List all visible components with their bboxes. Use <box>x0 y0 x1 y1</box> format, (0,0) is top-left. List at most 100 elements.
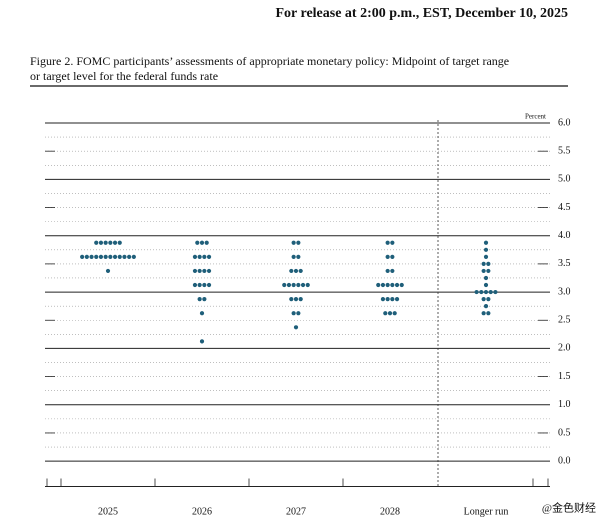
dot <box>127 254 132 259</box>
dot <box>483 240 489 245</box>
dot <box>117 254 122 259</box>
dot <box>289 268 294 274</box>
dot <box>483 289 489 295</box>
dot <box>206 254 212 259</box>
dot <box>291 311 296 316</box>
dot <box>390 282 395 288</box>
dot <box>206 282 212 288</box>
dot <box>98 254 104 259</box>
dot <box>192 282 198 288</box>
y-tick-label: 3.0 <box>558 286 571 297</box>
dot <box>122 254 127 259</box>
dot <box>486 268 491 274</box>
dot <box>296 311 301 316</box>
dot <box>305 282 310 288</box>
dot <box>385 254 390 259</box>
dot <box>197 254 202 259</box>
dot <box>117 240 122 245</box>
dot <box>390 268 395 274</box>
dot <box>394 282 400 288</box>
dot <box>296 240 301 245</box>
chart-subtitle: or target level for the federal funds ra… <box>30 69 218 83</box>
dot <box>296 254 301 259</box>
dot <box>483 254 489 259</box>
dot <box>80 254 85 259</box>
dot <box>483 275 489 281</box>
dot <box>103 240 108 245</box>
dot <box>376 282 381 288</box>
dot <box>380 297 386 302</box>
dot <box>390 254 395 259</box>
dot <box>481 268 486 274</box>
dot <box>296 282 301 288</box>
dot <box>481 297 486 302</box>
dot <box>486 261 491 266</box>
dot <box>202 297 207 302</box>
dot <box>202 282 207 288</box>
dot <box>399 282 404 288</box>
dot <box>293 297 299 302</box>
dot <box>98 240 104 245</box>
y-tick-label: 2.0 <box>558 343 571 354</box>
dot <box>89 254 94 259</box>
dot <box>300 282 306 288</box>
dot <box>483 304 489 309</box>
dot <box>385 268 390 274</box>
chart-title: Figure 2. FOMC participants’ assessments… <box>30 54 509 68</box>
x-tick-label: 2027 <box>286 506 306 517</box>
dot <box>293 268 299 274</box>
dot <box>385 282 390 288</box>
y-tick-label: 5.0 <box>558 174 571 185</box>
dot <box>94 254 99 259</box>
y-tick-label: 5.5 <box>558 145 571 156</box>
dot <box>131 254 136 259</box>
x-tick-label: Longer run <box>464 506 509 517</box>
release-line: For release at 2:00 p.m., EST, December … <box>275 6 568 21</box>
dot <box>197 268 202 274</box>
dot <box>486 297 491 302</box>
dot <box>105 268 111 274</box>
y-tick-label: 2.5 <box>558 315 571 326</box>
dot <box>298 297 303 302</box>
dot <box>286 282 292 288</box>
x-tick-label: 2025 <box>98 506 118 517</box>
dot <box>394 297 400 302</box>
dot <box>291 254 296 259</box>
watermark: @金色财经 <box>542 501 596 515</box>
dot <box>108 254 113 259</box>
y-tick-label: 1.5 <box>558 371 571 382</box>
dot <box>481 311 486 316</box>
dot <box>197 282 202 288</box>
dot <box>197 297 202 302</box>
dot <box>390 240 395 245</box>
dot <box>493 289 498 295</box>
y-tick-label: 3.5 <box>558 258 571 269</box>
dot <box>380 282 386 288</box>
y-tick-label: 0.0 <box>558 455 571 466</box>
dot <box>112 240 118 245</box>
dot <box>291 240 296 245</box>
dot <box>192 268 198 274</box>
dot <box>483 247 489 252</box>
dot <box>195 240 200 245</box>
dot <box>293 325 299 330</box>
y-tick-label: 4.0 <box>558 230 571 241</box>
dot <box>289 297 294 302</box>
dot <box>204 240 209 245</box>
dot <box>486 311 491 316</box>
dot <box>385 240 390 245</box>
dot <box>192 254 198 259</box>
x-tick-label: 2028 <box>380 506 400 517</box>
y-tick-label: 4.5 <box>558 202 571 213</box>
dot <box>206 268 212 274</box>
y-tick-label: 6.0 <box>558 117 571 128</box>
dot <box>383 311 388 316</box>
dot <box>291 282 296 288</box>
dot <box>202 268 207 274</box>
x-tick-label: 2026 <box>192 506 212 517</box>
y-tick-label: 1.0 <box>558 399 571 410</box>
dot <box>298 268 303 274</box>
dot <box>84 254 89 259</box>
dot <box>103 254 108 259</box>
